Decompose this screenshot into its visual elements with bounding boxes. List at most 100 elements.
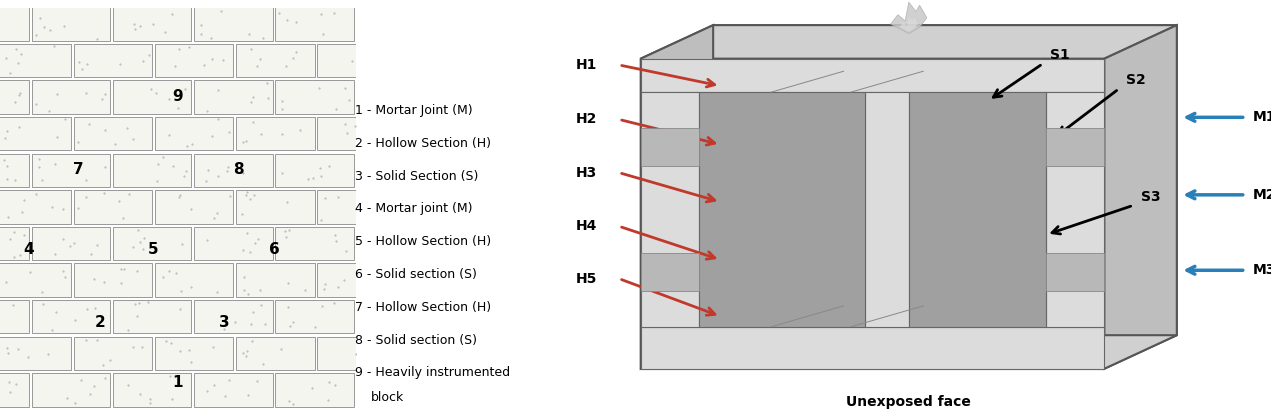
Polygon shape bbox=[0, 336, 71, 370]
Polygon shape bbox=[194, 7, 272, 41]
Polygon shape bbox=[276, 227, 353, 260]
Polygon shape bbox=[0, 117, 71, 150]
Polygon shape bbox=[891, 2, 927, 34]
Text: 1 - Mortar Joint (M): 1 - Mortar Joint (M) bbox=[355, 104, 473, 117]
Text: block: block bbox=[371, 391, 404, 404]
Polygon shape bbox=[32, 154, 111, 187]
Polygon shape bbox=[74, 336, 153, 370]
Polygon shape bbox=[113, 7, 192, 41]
Text: S3: S3 bbox=[1140, 190, 1160, 204]
Polygon shape bbox=[276, 80, 353, 114]
Polygon shape bbox=[0, 80, 29, 114]
Polygon shape bbox=[0, 264, 71, 297]
Polygon shape bbox=[0, 7, 29, 41]
Polygon shape bbox=[155, 190, 234, 224]
Text: 2 - Hollow Section (H): 2 - Hollow Section (H) bbox=[355, 137, 491, 150]
Text: 2: 2 bbox=[94, 315, 105, 330]
Text: H5: H5 bbox=[576, 272, 597, 286]
Polygon shape bbox=[909, 92, 1046, 327]
Text: M3: M3 bbox=[1253, 263, 1271, 277]
Polygon shape bbox=[32, 80, 111, 114]
Polygon shape bbox=[236, 44, 315, 77]
Polygon shape bbox=[318, 190, 395, 224]
Polygon shape bbox=[699, 92, 866, 327]
Text: 6: 6 bbox=[268, 242, 280, 257]
Polygon shape bbox=[1046, 253, 1104, 291]
Polygon shape bbox=[194, 80, 272, 114]
Polygon shape bbox=[194, 154, 272, 187]
Polygon shape bbox=[194, 373, 272, 406]
Polygon shape bbox=[641, 327, 1104, 369]
Polygon shape bbox=[276, 154, 353, 187]
Text: 5 - Hollow Section (H): 5 - Hollow Section (H) bbox=[355, 235, 491, 248]
Text: M1: M1 bbox=[1253, 110, 1271, 124]
Text: 7: 7 bbox=[72, 162, 84, 177]
Polygon shape bbox=[32, 373, 111, 406]
Polygon shape bbox=[900, 16, 918, 31]
Polygon shape bbox=[0, 190, 71, 224]
Polygon shape bbox=[113, 80, 192, 114]
Text: S1: S1 bbox=[1050, 48, 1070, 62]
Polygon shape bbox=[641, 92, 699, 327]
Polygon shape bbox=[113, 227, 192, 260]
Text: 4: 4 bbox=[23, 242, 34, 257]
Text: M2: M2 bbox=[1253, 188, 1271, 202]
Polygon shape bbox=[641, 59, 1104, 92]
Text: H3: H3 bbox=[576, 166, 597, 180]
Polygon shape bbox=[155, 44, 234, 77]
Text: 5: 5 bbox=[147, 242, 159, 257]
Polygon shape bbox=[236, 336, 315, 370]
Polygon shape bbox=[0, 227, 29, 260]
Polygon shape bbox=[32, 227, 111, 260]
Polygon shape bbox=[155, 336, 234, 370]
Text: 9 - Heavily instrumented: 9 - Heavily instrumented bbox=[355, 366, 510, 379]
Polygon shape bbox=[155, 264, 234, 297]
Polygon shape bbox=[276, 373, 353, 406]
Polygon shape bbox=[641, 25, 713, 369]
Polygon shape bbox=[357, 373, 435, 406]
Polygon shape bbox=[74, 190, 153, 224]
Polygon shape bbox=[74, 117, 153, 150]
Polygon shape bbox=[74, 44, 153, 77]
Text: 8 - Solid section (S): 8 - Solid section (S) bbox=[355, 334, 477, 347]
Polygon shape bbox=[155, 117, 234, 150]
Text: H4: H4 bbox=[576, 219, 597, 233]
Polygon shape bbox=[194, 227, 272, 260]
Polygon shape bbox=[1104, 25, 1177, 369]
Polygon shape bbox=[357, 300, 435, 334]
Polygon shape bbox=[641, 59, 1104, 369]
Polygon shape bbox=[236, 264, 315, 297]
Polygon shape bbox=[318, 117, 395, 150]
Text: 6 - Solid section (S): 6 - Solid section (S) bbox=[355, 268, 477, 281]
Polygon shape bbox=[866, 92, 909, 327]
Text: 8: 8 bbox=[233, 162, 244, 177]
Polygon shape bbox=[194, 300, 272, 334]
Polygon shape bbox=[276, 7, 353, 41]
Polygon shape bbox=[32, 300, 111, 334]
Polygon shape bbox=[1046, 128, 1104, 166]
Polygon shape bbox=[641, 128, 699, 166]
Polygon shape bbox=[236, 190, 315, 224]
Text: 4 - Mortar joint (M): 4 - Mortar joint (M) bbox=[355, 202, 472, 215]
Text: 3 - Solid Section (S): 3 - Solid Section (S) bbox=[355, 170, 478, 183]
Polygon shape bbox=[0, 300, 29, 334]
Polygon shape bbox=[713, 25, 1177, 335]
Polygon shape bbox=[357, 80, 435, 114]
Polygon shape bbox=[357, 227, 435, 260]
Polygon shape bbox=[318, 44, 395, 77]
Text: S2: S2 bbox=[1126, 73, 1146, 88]
Text: 3: 3 bbox=[219, 315, 230, 330]
Polygon shape bbox=[0, 373, 29, 406]
Polygon shape bbox=[641, 253, 699, 291]
Text: H1: H1 bbox=[576, 58, 597, 72]
Polygon shape bbox=[236, 117, 315, 150]
Polygon shape bbox=[276, 300, 353, 334]
Polygon shape bbox=[0, 44, 71, 77]
Polygon shape bbox=[0, 154, 29, 187]
Polygon shape bbox=[1046, 92, 1104, 327]
Polygon shape bbox=[318, 264, 395, 297]
Polygon shape bbox=[318, 336, 395, 370]
Text: 7 - Hollow Section (H): 7 - Hollow Section (H) bbox=[355, 301, 491, 314]
Polygon shape bbox=[113, 154, 192, 187]
Polygon shape bbox=[641, 335, 1177, 369]
